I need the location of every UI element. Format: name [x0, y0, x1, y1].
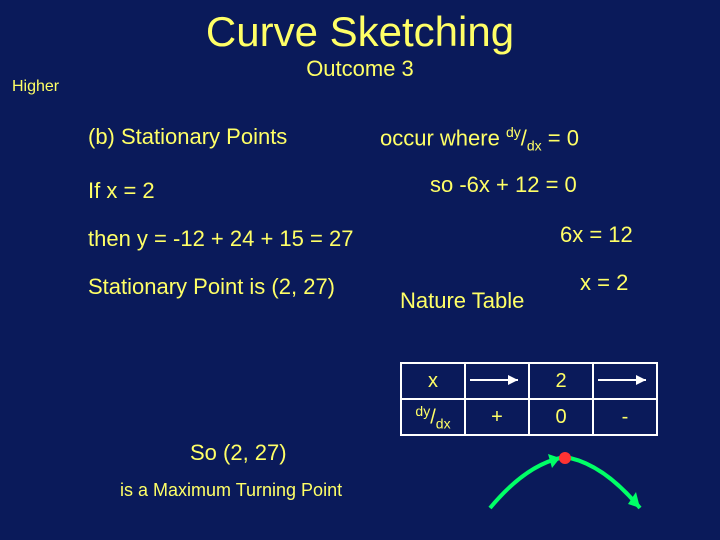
cell-sign: +: [465, 399, 529, 435]
label-higher: Higher: [12, 78, 59, 96]
cell-x-value: 2: [529, 363, 593, 399]
line-if: If x = 2: [88, 178, 155, 204]
cell-dydx-label: dy/dx: [401, 399, 465, 435]
slide-title: Curve Sketching: [0, 0, 720, 56]
nature-curve-icon: [470, 446, 660, 521]
line-sp: Stationary Point is (2, 27): [88, 274, 335, 300]
cell-x-label: x: [401, 363, 465, 399]
occur-pre: occur where: [380, 125, 506, 150]
line-occur: occur where dy/dx = 0: [380, 124, 579, 154]
line-b: (b) Stationary Points: [88, 124, 287, 150]
so-label: So (2, 27): [190, 440, 287, 466]
line-x2: x = 2: [580, 270, 628, 296]
nature-table-label: Nature Table: [400, 288, 524, 314]
occur-post: = 0: [542, 125, 579, 150]
cell-sign: -: [593, 399, 657, 435]
line-6x: 6x = 12: [560, 222, 633, 248]
table-row: x 2: [401, 363, 657, 399]
line-so: so -6x + 12 = 0: [430, 172, 577, 198]
cell-sign: 0: [529, 399, 593, 435]
cell-arrow: [593, 363, 657, 399]
cell-arrow: [465, 363, 529, 399]
dy-sup: dy: [415, 403, 430, 419]
max-tp-label: is a Maximum Turning Point: [120, 480, 342, 501]
dx-sub: dx: [436, 415, 451, 431]
outcome-label: Outcome 3: [0, 56, 720, 82]
table-row: dy/dx + 0 -: [401, 399, 657, 435]
dx-sub: dx: [527, 138, 542, 154]
dy-sup: dy: [506, 124, 521, 140]
nature-table: x 2 dy/dx + 0 -: [400, 362, 658, 436]
line-then: then y = -12 + 24 + 15 = 27: [88, 226, 353, 252]
